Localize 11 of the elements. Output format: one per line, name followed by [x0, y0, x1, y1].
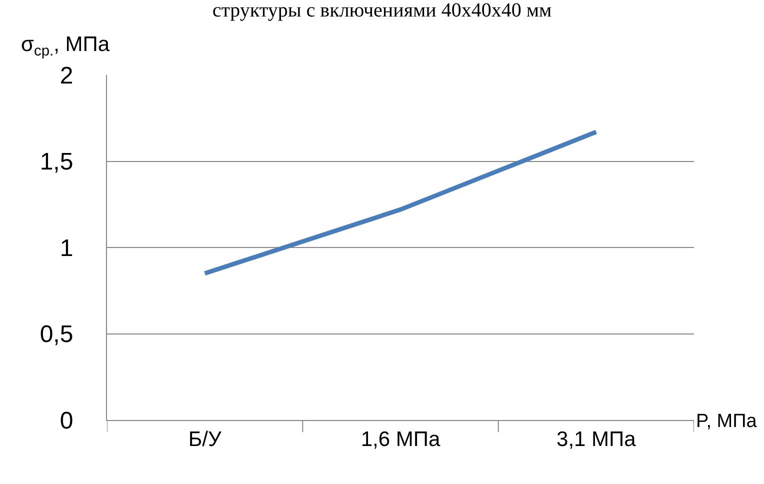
y-tick-label: 1 — [60, 234, 74, 262]
y-tick-label: 1,5 — [40, 148, 74, 176]
x-axis-title: P, МПа — [696, 411, 758, 432]
y-tick-label: 0 — [60, 407, 74, 434]
y-tick-label: 0,5 — [40, 321, 74, 348]
x-tick-label: 3,1 МПа — [556, 428, 636, 452]
x-tick-label: Б/У — [188, 428, 222, 452]
y-axis-title: σ$_{ср.}$, МПа — [21, 33, 110, 60]
chart-title: структуры с включениями 40х40х40 мм — [212, 0, 552, 22]
x-tick-label: 1,6 МПа — [360, 428, 440, 452]
y-tick-label: 2 — [60, 62, 74, 90]
